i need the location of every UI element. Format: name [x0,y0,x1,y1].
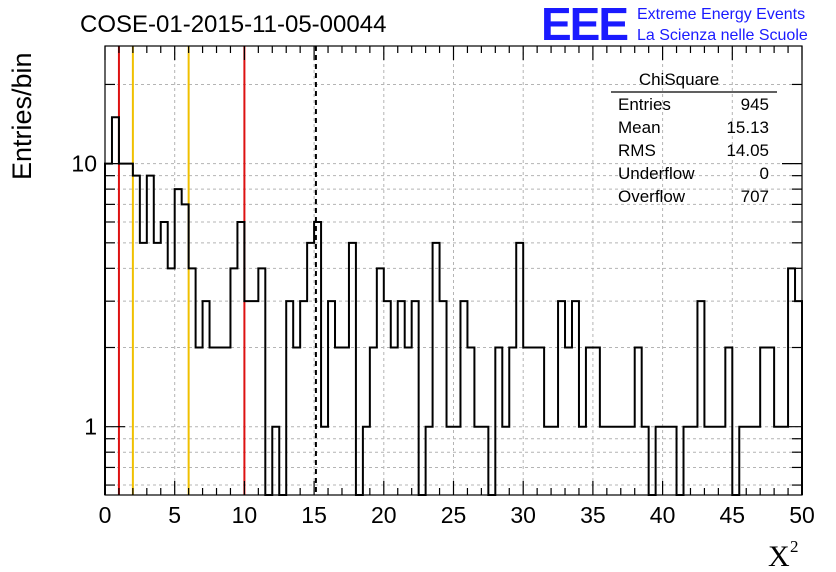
x-tick-label: 50 [789,502,815,528]
eee-logo-mark: EEE [541,0,627,50]
x-tick-label: 10 [232,502,258,528]
x-tick-label: 25 [441,502,467,528]
axis-ticks [104,46,803,495]
stats-value-underflow: 0 [760,164,769,183]
stats-label-overflow: Overflow [618,187,686,206]
x-axis-label-exponent: 2 [790,537,799,556]
stats-label-rms: RMS [618,141,656,160]
stats-rows: Entries 945 Mean 15.13 RMS 14.05 Underflow 0 Ove… [618,95,769,206]
logo-line-2: La Scienza nelle Scuole [637,27,808,44]
stats-box: ChiSquare Entries 945 Mean 15.13 RMS 14.05 Und… [611,70,777,206]
stats-label-underflow: Underflow [618,164,695,183]
histogram-outline [104,116,803,496]
stats-label-mean: Mean [618,118,661,137]
logo-line-1: Extreme Energy Events [637,6,805,23]
chart-title: COSE-01-2015-11-05-00044 [80,11,386,38]
stats-value-entries: 945 [741,95,769,114]
eee-logo: EEE Extreme Energy Events La Scienza nel… [541,0,808,50]
x-axis-label: X 2 [768,537,799,572]
y-tick-label: 10 [71,151,97,177]
reference-lines [117,46,317,495]
y-tick-label: 1 [84,414,97,440]
x-tick-label: 40 [650,502,676,528]
x-tick-label: 15 [301,502,327,528]
tick-labels: 0 5 10 15 20 25 30 35 40 45 50 1 10 [71,151,814,528]
x-tick-label: 20 [371,502,397,528]
stats-value-overflow: 707 [741,187,769,206]
x-tick-label: 0 [99,502,112,528]
y-axis-label: Entries/bin [7,52,37,180]
stats-value-mean: 15.13 [726,118,769,137]
stats-value-rms: 14.05 [726,141,769,160]
x-tick-label: 5 [168,502,181,528]
stats-label-entries: Entries [618,95,671,114]
x-axis-label-symbol: X [768,540,790,572]
x-tick-label: 45 [720,502,746,528]
x-tick-label: 35 [580,502,606,528]
x-tick-label: 30 [510,502,536,528]
stats-box-title: ChiSquare [639,70,719,89]
